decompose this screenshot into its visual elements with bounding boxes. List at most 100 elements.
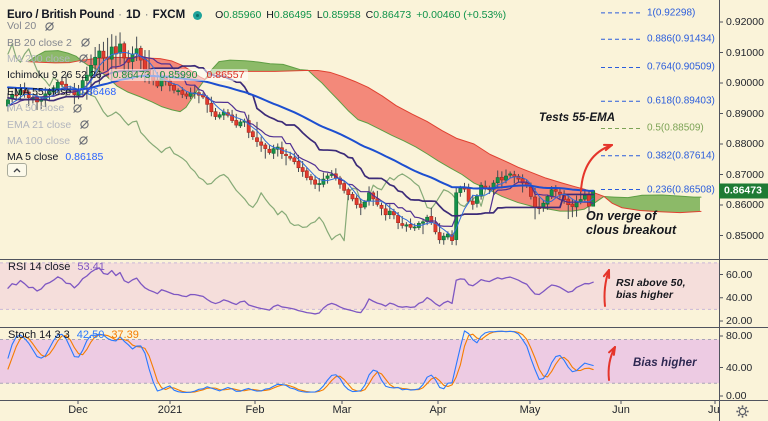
legend-values: 0.86468 [78, 86, 116, 98]
time-scale-label-apr: Apr [429, 404, 447, 416]
stoch-scale-label[interactable]: 40.00 [726, 361, 753, 374]
exchange-label: FXCM [152, 9, 186, 21]
stoch-d-value: 37.39 [111, 328, 139, 341]
time-scale-label-2021: 2021 [157, 404, 183, 416]
legend-label: MA 50 close [7, 102, 65, 115]
ma5-line [7, 51, 594, 237]
annotation-cloud-breakout[interactable]: On verge of clous breakout [586, 209, 677, 238]
indicator-legend: Vol 20 BB 20 close 2 MA 200 close Ichimoku … [7, 18, 249, 166]
legend-row-ichimoku[interactable]: Ichimoku 9 26 52 26 0.86473 0.85990 0.86557 [7, 67, 249, 83]
rsi-scale-label[interactable]: 20.00 [726, 315, 753, 328]
legend-row-ma-200[interactable]: MA 200 close [7, 51, 248, 67]
fib-retracement [601, 12, 643, 191]
legend-label: MA 5 close [7, 151, 59, 164]
legend-row-ma-5[interactable]: MA 5 close 0.86185 [7, 149, 248, 165]
stoch-k-value: 42.50 [76, 328, 105, 341]
time-scale-label-feb: Feb [245, 404, 265, 416]
annotation-stoch-note[interactable]: Bias higher [633, 357, 697, 369]
visibility-toggle[interactable] [71, 103, 84, 114]
stoch-legend[interactable]: Stoch 14 3 3 42.50 37.39 [8, 329, 146, 341]
eye-off-icon [73, 103, 83, 113]
time-axis-settings-button[interactable] [734, 403, 751, 419]
fib-level-label[interactable]: 0.764(0.90509) [647, 61, 715, 73]
legend-value: 0.86473 [112, 69, 151, 82]
change-value: +0.00460 (+0.53%) [416, 9, 507, 21]
separator-dot: · [118, 9, 123, 21]
legend-label: Vol 20 [7, 20, 37, 33]
eye-off-icon [80, 38, 90, 48]
rsi-scale-label[interactable]: 60.00 [726, 268, 753, 281]
eye-off-icon [79, 136, 88, 146]
price-scale-label[interactable]: 0.89000 [726, 107, 764, 120]
legend-value: 0.86557 [206, 69, 245, 82]
price-scale-label[interactable]: 0.91000 [726, 46, 764, 59]
visibility-toggle[interactable] [77, 135, 90, 146]
legend-value: 0.85990 [159, 69, 198, 82]
legend-value: 0.86468 [78, 85, 117, 98]
tenkan-sen-line [7, 55, 594, 227]
visibility-toggle[interactable] [43, 21, 56, 32]
legend-collapse-button[interactable] [7, 163, 27, 177]
ohlc-key: H [266, 9, 274, 21]
rsi-line [7, 267, 594, 315]
ohlc-value: 0.86473 [373, 9, 412, 21]
last-price-badge: 0.86473 [719, 183, 768, 199]
time-scale-label-jul: Jul [707, 404, 719, 416]
legend-row-ma-100[interactable]: MA 100 close [7, 133, 248, 149]
fib-level-label[interactable]: 1(0.92298) [647, 7, 696, 19]
fib-level-label[interactable]: 0.382(0.87614) [647, 150, 715, 162]
symbol-name[interactable]: Euro / British Pound [7, 9, 115, 21]
legend-label: EMA 55 close [7, 85, 72, 98]
legend-label: MA 100 close [7, 134, 71, 147]
annotation-tests-55-ema[interactable]: Tests 55-EMA [539, 112, 616, 124]
ohlc-value: 0.86495 [273, 9, 312, 21]
chevron-up-icon [13, 167, 21, 172]
visibility-toggle[interactable] [79, 37, 92, 48]
ohlc-value: 0.85958 [322, 9, 361, 21]
legend-values: 0.86473 0.85990 0.86557 [108, 69, 249, 82]
market-status-icon[interactable] [193, 10, 203, 20]
visibility-toggle[interactable] [77, 53, 90, 64]
price-scale-label[interactable]: 0.86000 [726, 199, 764, 211]
legend-row-ema-21[interactable]: EMA 21 close [7, 116, 248, 132]
rsi-title: RSI 14 close [8, 260, 71, 273]
stoch-k-line [7, 330, 594, 394]
price-scale-label[interactable]: 0.85000 [726, 229, 764, 242]
ohlc-value: 0.85960 [223, 9, 262, 21]
eye-off-icon [80, 120, 90, 130]
annotation-rsi-note[interactable]: RSI above 50, bias higher [616, 277, 686, 301]
ema55-line [7, 74, 595, 192]
ohlc-values: O 0.85960 H 0.86495 L 0.85958 C 0.86473 [210, 9, 411, 21]
price-scale-label[interactable]: 0.87000 [726, 168, 764, 181]
gear-icon [736, 404, 749, 418]
price-scale-label[interactable]: 0.92000 [726, 16, 764, 28]
ohlc-key: C [365, 9, 374, 21]
ohlc-key: O [215, 9, 224, 21]
stoch-scale-label[interactable]: 80.00 [726, 330, 753, 342]
rsi-scale-label[interactable]: 40.00 [726, 291, 753, 304]
legend-row-bb-20[interactable]: BB 20 close 2 [7, 34, 248, 50]
visibility-toggle[interactable] [78, 119, 91, 130]
stoch-scale-label[interactable]: 0.00 [726, 390, 747, 402]
legend-row-ema-55[interactable]: EMA 55 close 0.86468 [7, 84, 248, 100]
fib-level-label[interactable]: 0.886(0.91434) [647, 33, 715, 45]
indicator-bands [0, 262, 719, 384]
trend-arrows [580, 143, 616, 381]
legend-label: MA 200 close [7, 52, 71, 65]
price-scale-label[interactable]: 0.90000 [726, 77, 764, 89]
fib-level-label[interactable]: 0.236(0.86508) [647, 184, 715, 195]
price-scale-label[interactable]: 0.88000 [726, 138, 764, 150]
interval-label[interactable]: 1D [126, 9, 141, 21]
ohlc-key: L [316, 9, 323, 21]
time-axis[interactable]: Dec 2021 Feb Mar Apr May Jun Jul [0, 401, 719, 421]
legend-row-ma-50[interactable]: MA 50 close [7, 100, 248, 116]
fib-level-label[interactable]: 0.5(0.88509) [647, 122, 704, 134]
rsi-legend[interactable]: RSI 14 close 53.41 [8, 261, 112, 273]
legend-row-vol-20[interactable]: Vol 20 [7, 18, 248, 34]
fib-level-label[interactable]: 0.618(0.89403) [647, 95, 715, 107]
kijun-sen-line [7, 64, 595, 217]
eye-off-icon [45, 21, 55, 31]
